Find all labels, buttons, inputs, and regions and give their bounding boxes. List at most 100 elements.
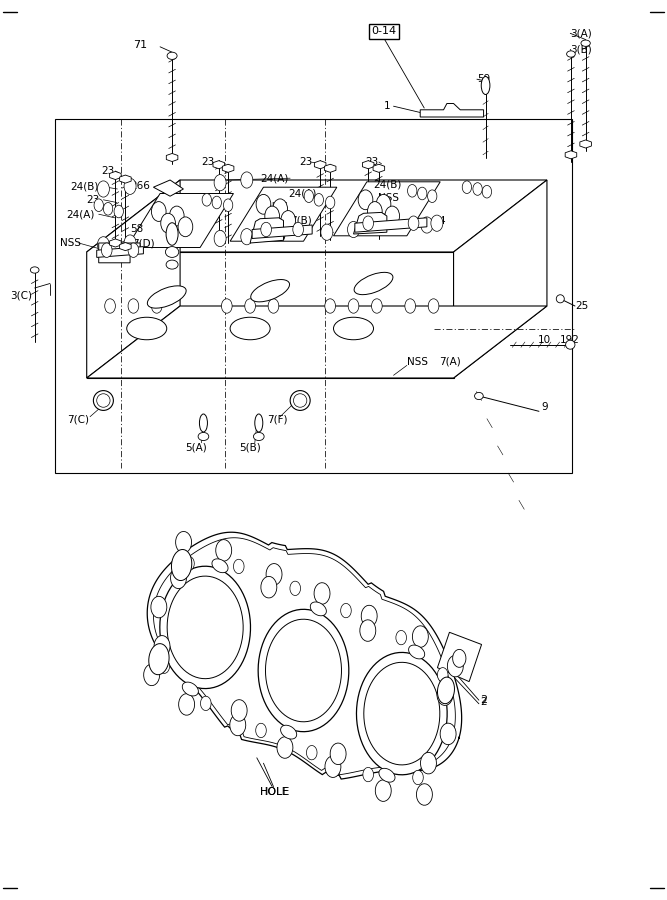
Polygon shape	[166, 154, 178, 162]
Text: 5(B): 5(B)	[239, 442, 261, 453]
Polygon shape	[363, 768, 374, 782]
Circle shape	[265, 206, 279, 226]
Circle shape	[325, 299, 336, 313]
Circle shape	[114, 205, 123, 218]
Polygon shape	[438, 633, 482, 681]
Circle shape	[376, 194, 391, 214]
Circle shape	[101, 243, 112, 257]
Circle shape	[363, 216, 374, 230]
Polygon shape	[201, 697, 211, 711]
Circle shape	[304, 190, 313, 203]
Polygon shape	[409, 645, 425, 659]
Polygon shape	[252, 225, 312, 238]
Ellipse shape	[97, 393, 110, 407]
Polygon shape	[334, 182, 440, 236]
Circle shape	[428, 190, 437, 203]
Circle shape	[348, 221, 360, 238]
Polygon shape	[109, 171, 121, 179]
Text: 2: 2	[480, 697, 487, 707]
Polygon shape	[454, 180, 547, 378]
Circle shape	[221, 299, 232, 313]
Ellipse shape	[481, 76, 490, 94]
Circle shape	[462, 181, 472, 194]
Polygon shape	[396, 631, 406, 644]
Polygon shape	[151, 597, 167, 617]
Polygon shape	[147, 532, 462, 779]
Polygon shape	[87, 180, 547, 252]
Text: 4: 4	[439, 216, 446, 227]
Polygon shape	[230, 187, 337, 241]
Ellipse shape	[166, 260, 178, 269]
Circle shape	[408, 184, 417, 197]
Polygon shape	[179, 694, 195, 716]
Polygon shape	[159, 659, 169, 673]
Polygon shape	[153, 180, 183, 196]
Polygon shape	[55, 119, 572, 472]
Polygon shape	[154, 635, 170, 657]
Ellipse shape	[198, 433, 209, 441]
Circle shape	[212, 196, 221, 209]
Polygon shape	[265, 619, 342, 722]
Polygon shape	[160, 566, 251, 688]
Ellipse shape	[581, 40, 590, 46]
Polygon shape	[127, 194, 233, 248]
Polygon shape	[580, 140, 592, 148]
Text: 7(A): 7(A)	[439, 356, 461, 367]
Polygon shape	[213, 161, 225, 169]
Circle shape	[482, 185, 492, 198]
Text: 23: 23	[299, 157, 312, 167]
Text: 7(E): 7(E)	[265, 230, 287, 241]
Circle shape	[314, 194, 323, 206]
Text: 58: 58	[130, 224, 143, 235]
Text: 1: 1	[384, 101, 390, 112]
Text: 0-14: 0-14	[372, 26, 397, 37]
Ellipse shape	[166, 223, 178, 245]
Ellipse shape	[127, 318, 167, 339]
Ellipse shape	[556, 295, 564, 302]
Circle shape	[273, 199, 287, 219]
Circle shape	[178, 217, 193, 237]
Circle shape	[103, 202, 113, 215]
Polygon shape	[167, 576, 243, 679]
Polygon shape	[97, 247, 143, 257]
Circle shape	[431, 215, 443, 231]
Circle shape	[97, 237, 109, 253]
Text: 5(A): 5(A)	[185, 442, 207, 453]
Text: 71: 71	[133, 40, 147, 50]
Polygon shape	[341, 603, 352, 617]
Text: 24(A): 24(A)	[260, 173, 289, 184]
Text: 23: 23	[101, 166, 115, 176]
Polygon shape	[324, 165, 336, 173]
Polygon shape	[230, 715, 245, 735]
Polygon shape	[233, 559, 244, 573]
Polygon shape	[119, 243, 131, 250]
Polygon shape	[119, 175, 131, 183]
Polygon shape	[250, 218, 283, 243]
Polygon shape	[330, 743, 346, 765]
Ellipse shape	[30, 266, 39, 274]
Polygon shape	[314, 161, 326, 169]
Ellipse shape	[566, 50, 575, 58]
Circle shape	[405, 299, 416, 313]
Polygon shape	[364, 662, 440, 765]
Ellipse shape	[290, 391, 310, 410]
Ellipse shape	[253, 433, 264, 441]
Polygon shape	[183, 556, 194, 571]
Circle shape	[97, 181, 109, 197]
Circle shape	[473, 183, 482, 195]
Text: 7(C): 7(C)	[67, 414, 89, 425]
Circle shape	[241, 229, 253, 245]
Text: 23: 23	[366, 157, 379, 167]
Polygon shape	[310, 602, 326, 616]
Circle shape	[105, 299, 115, 313]
Text: 192: 192	[560, 335, 580, 346]
Text: 23: 23	[201, 157, 215, 167]
Polygon shape	[413, 770, 424, 785]
Circle shape	[385, 206, 400, 226]
Polygon shape	[277, 737, 293, 759]
Circle shape	[151, 202, 166, 221]
Circle shape	[358, 190, 373, 210]
Circle shape	[241, 172, 253, 188]
Polygon shape	[360, 620, 376, 642]
Text: 9: 9	[542, 401, 548, 412]
